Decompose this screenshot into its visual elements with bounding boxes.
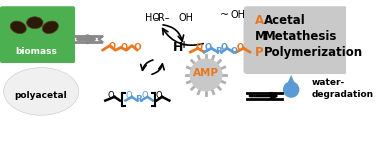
Text: O: O bbox=[133, 43, 141, 52]
Text: Metathesis: Metathesis bbox=[264, 30, 337, 43]
Text: O: O bbox=[195, 43, 202, 52]
Text: O: O bbox=[204, 43, 211, 52]
Text: M: M bbox=[254, 30, 266, 43]
Text: –R–: –R– bbox=[154, 13, 170, 23]
Text: AMP: AMP bbox=[193, 68, 219, 78]
Text: P: P bbox=[254, 46, 263, 58]
Text: polyacetal: polyacetal bbox=[14, 91, 67, 100]
Text: O: O bbox=[141, 91, 148, 100]
Ellipse shape bbox=[10, 21, 26, 34]
Text: O: O bbox=[231, 47, 238, 56]
Text: OH: OH bbox=[231, 10, 246, 20]
Text: R: R bbox=[135, 95, 142, 104]
Ellipse shape bbox=[4, 68, 79, 115]
Text: HO: HO bbox=[145, 13, 160, 23]
FancyBboxPatch shape bbox=[243, 6, 348, 74]
Text: O: O bbox=[107, 91, 114, 100]
Circle shape bbox=[189, 58, 223, 91]
Text: O: O bbox=[156, 91, 163, 100]
Text: Polymerization: Polymerization bbox=[264, 46, 363, 58]
Text: H: H bbox=[174, 41, 184, 54]
Text: A: A bbox=[254, 14, 263, 27]
Text: R: R bbox=[215, 47, 222, 56]
Polygon shape bbox=[287, 75, 296, 85]
Text: O: O bbox=[126, 91, 132, 100]
Ellipse shape bbox=[42, 21, 58, 34]
FancyBboxPatch shape bbox=[0, 6, 75, 63]
Text: Acetal: Acetal bbox=[264, 14, 305, 27]
Ellipse shape bbox=[26, 17, 43, 29]
Text: O: O bbox=[109, 42, 116, 52]
Circle shape bbox=[283, 81, 299, 98]
Circle shape bbox=[191, 60, 221, 90]
Text: water-
degradation: water- degradation bbox=[311, 78, 373, 99]
Text: biomass: biomass bbox=[15, 47, 57, 56]
Text: O: O bbox=[221, 43, 228, 52]
Text: ~: ~ bbox=[220, 10, 229, 20]
Text: +: + bbox=[180, 40, 188, 50]
Text: O: O bbox=[236, 43, 243, 52]
Text: OH: OH bbox=[178, 13, 194, 23]
Text: O: O bbox=[121, 43, 128, 52]
